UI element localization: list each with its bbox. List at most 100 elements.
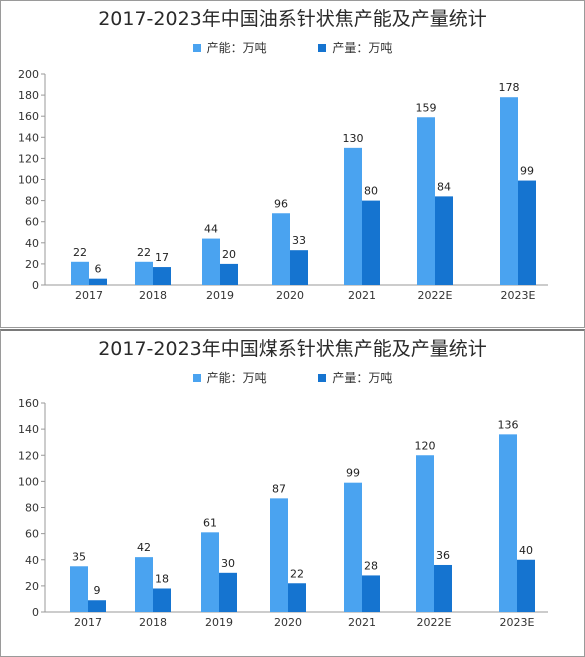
data-label: 40 <box>519 544 533 557</box>
data-label: 84 <box>437 180 451 193</box>
data-label: 36 <box>436 549 450 562</box>
bar-output <box>518 180 536 285</box>
y-tick-label: 60 <box>25 216 39 229</box>
x-tick-label: 2020 <box>274 616 302 629</box>
y-tick-label: 0 <box>32 279 39 292</box>
y-tick-label: 100 <box>18 174 39 187</box>
chart-title: 2017-2023年中国煤系针状焦产能及产量统计 <box>98 338 487 360</box>
bar-output <box>220 263 238 285</box>
y-tick-label: 0 <box>32 606 39 619</box>
bar-capacity <box>272 213 290 285</box>
legend-swatch-capacity <box>192 44 201 52</box>
x-tick-label: 2022E <box>418 289 453 302</box>
y-tick-label: 80 <box>25 195 39 208</box>
bar-output <box>362 200 380 285</box>
legend-swatch-capacity <box>192 374 201 382</box>
coal-needle-coke-chart: 2017-2023年中国煤系针状焦产能及产量统计 产能：万吨 产量：万吨 0 20… <box>0 329 585 657</box>
x-tick-label: 2023E <box>501 289 536 302</box>
bar-output <box>362 575 380 612</box>
y-tick-label: 140 <box>18 131 39 144</box>
data-label: 30 <box>221 557 235 570</box>
x-tick-label: 2022E <box>417 616 452 629</box>
data-label: 120 <box>415 439 436 452</box>
x-tick-label: 2019 <box>205 616 233 629</box>
legend-item-output: 产量：万吨 <box>318 39 392 56</box>
y-tick-label: 60 <box>25 528 39 541</box>
legend-label-capacity: 产能：万吨 <box>206 371 267 385</box>
bar-capacity <box>135 261 153 285</box>
data-label: 22 <box>73 246 87 259</box>
legend-swatch-output <box>318 44 327 52</box>
bar-capacity <box>202 238 220 285</box>
data-label: 28 <box>364 559 378 572</box>
bar-output <box>290 250 308 285</box>
bar-capacity <box>499 434 517 612</box>
data-label: 35 <box>72 550 86 563</box>
data-label: 178 <box>499 81 520 94</box>
data-label: 42 <box>137 541 151 554</box>
x-tick-label: 2021 <box>348 616 376 629</box>
data-label: 17 <box>155 251 169 264</box>
y-tick-label: 200 <box>18 68 39 81</box>
bar-capacity <box>70 566 88 612</box>
y-tick-label: 20 <box>25 580 39 593</box>
data-label: 136 <box>498 418 519 431</box>
data-label: 9 <box>94 584 101 597</box>
y-tick-label: 160 <box>18 397 39 410</box>
bar-capacity <box>417 117 435 285</box>
data-label: 44 <box>204 223 218 236</box>
x-tick-label: 2017 <box>75 289 103 302</box>
data-label: 130 <box>343 132 364 145</box>
plot-area: 0 20 40 60 80 100 120 140 160 2017 35 9 2018 42 18 2019… <box>18 397 548 629</box>
data-label: 33 <box>292 234 306 247</box>
x-tick-label: 2019 <box>206 289 234 302</box>
legend-swatch-output <box>318 374 327 382</box>
legend: 产能：万吨 产量：万吨 <box>1 39 584 56</box>
x-tick-label: 2017 <box>74 616 102 629</box>
legend-item-output: 产量：万吨 <box>318 369 392 386</box>
bar-output <box>219 572 237 612</box>
data-label: 80 <box>364 185 378 198</box>
bar-output <box>288 583 306 612</box>
chart-title: 2017-2023年中国油系针状焦产能及产量统计 <box>98 8 487 30</box>
data-label: 99 <box>520 165 534 178</box>
data-label: 22 <box>137 246 151 259</box>
oil-needle-coke-chart: 2017-2023年中国油系针状焦产能及产量统计 产能：万吨 产量：万吨 0 20… <box>0 0 585 328</box>
y-tick-label: 20 <box>25 258 39 271</box>
y-tick-label: 160 <box>18 110 39 123</box>
y-tick-label: 140 <box>18 423 39 436</box>
x-tick-label: 2018 <box>139 289 167 302</box>
bar-capacity <box>201 532 219 612</box>
y-tick-label: 120 <box>18 152 39 165</box>
legend-label-output: 产量：万吨 <box>332 371 393 385</box>
x-tick-label: 2020 <box>276 289 304 302</box>
bar-capacity <box>344 147 362 285</box>
bar-output <box>88 600 106 612</box>
y-tick-label: 40 <box>25 554 39 567</box>
x-tick-label: 2023E <box>500 616 535 629</box>
data-label: 6 <box>95 263 102 276</box>
bar-capacity <box>270 498 288 612</box>
bar-output <box>517 559 535 612</box>
bar-output <box>89 278 107 285</box>
bar-capacity <box>135 557 153 612</box>
bar-capacity <box>416 455 434 612</box>
data-label: 96 <box>274 197 288 210</box>
data-label: 18 <box>155 572 169 585</box>
y-tick-label: 80 <box>25 502 39 515</box>
y-tick-label: 180 <box>18 89 39 102</box>
bar-output <box>153 588 171 612</box>
bar-capacity <box>71 261 89 285</box>
data-label: 61 <box>203 516 217 529</box>
y-tick-label: 120 <box>18 449 39 462</box>
x-tick-label: 2018 <box>139 616 167 629</box>
data-label: 20 <box>222 248 236 261</box>
data-label: 99 <box>346 467 360 480</box>
legend: 产能：万吨 产量：万吨 <box>1 369 584 386</box>
legend-label-capacity: 产能：万吨 <box>206 41 267 55</box>
legend-item-capacity: 产能：万吨 <box>192 369 267 386</box>
bar-capacity <box>500 97 518 286</box>
bar-capacity <box>344 482 362 612</box>
legend-item-capacity: 产能：万吨 <box>192 39 267 56</box>
x-tick-label: 2021 <box>348 289 376 302</box>
